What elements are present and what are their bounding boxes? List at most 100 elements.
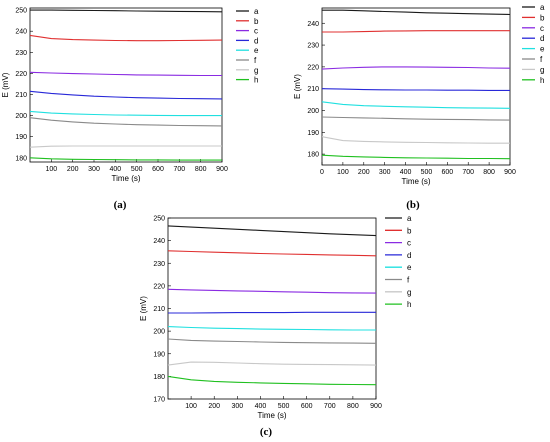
y-tick-label: 180	[15, 155, 27, 162]
legend-label-a: a	[540, 3, 545, 12]
legend-label-g: g	[407, 288, 411, 297]
y-tick-label: 220	[153, 283, 165, 290]
y-tick-label: 200	[307, 108, 319, 115]
x-tick-label: 300	[231, 403, 243, 410]
x-tick-label: 100	[45, 166, 57, 173]
x-tick-label: 500	[278, 403, 290, 410]
y-tick-label: 250	[15, 8, 27, 15]
panel-c: 100 200 300 400 500 600 700 800 900 170 180 190 200 2…	[139, 214, 412, 420]
y-tick-label: 210	[15, 92, 27, 99]
y-tick-label: 200	[15, 113, 27, 120]
panel-label-a: (a)	[114, 199, 127, 211]
series-line-a	[167, 225, 377, 237]
y-tick-label: 180	[307, 152, 319, 159]
y-tick-label: 190	[15, 134, 27, 141]
series-line-f	[321, 116, 511, 121]
x-tick-label: 900	[504, 169, 516, 176]
legend-label-e: e	[407, 263, 412, 272]
series-line-d	[321, 88, 510, 91]
series-line-a	[30, 9, 223, 13]
legend-label-h: h	[254, 76, 258, 85]
y-tick-label: 230	[153, 261, 165, 268]
y-axis-label: E (mV)	[1, 72, 10, 97]
x-tick-label: 0	[320, 169, 324, 176]
series-line-c	[167, 288, 377, 294]
legend-label-f: f	[254, 56, 257, 65]
x-tick-label: 800	[347, 403, 359, 410]
legend-label-f: f	[540, 55, 543, 64]
y-tick-label: 190	[307, 130, 319, 137]
x-tick-label: 400	[400, 169, 412, 176]
x-tick-label: 600	[301, 403, 313, 410]
series-line-b	[29, 34, 223, 42]
x-axis-label: Time (s)	[111, 174, 140, 183]
legend-label-c: c	[540, 24, 544, 33]
y-tick-label: 210	[307, 86, 319, 93]
series-line-d	[168, 311, 376, 314]
series-line-h	[167, 375, 377, 386]
x-tick-label: 400	[109, 166, 121, 173]
series-line-b	[322, 30, 510, 33]
x-axis-label: Time (s)	[401, 177, 430, 186]
series-line-g	[321, 136, 510, 144]
legend-label-e: e	[254, 46, 259, 55]
x-tick-label: 700	[173, 166, 185, 173]
y-tick-label: 170	[153, 397, 165, 404]
legend-label-e: e	[540, 45, 545, 54]
y-tick-label: 240	[15, 29, 27, 36]
legend-label-a: a	[254, 7, 259, 16]
y-tick-label: 220	[307, 64, 319, 71]
x-tick-label: 800	[195, 166, 207, 173]
x-tick-label: 600	[441, 169, 453, 176]
y-axis-label: E (mV)	[139, 296, 148, 321]
x-tick-label: 700	[462, 169, 474, 176]
x-tick-label: 600	[152, 166, 164, 173]
series-line-c	[321, 66, 511, 70]
legend-label-b: b	[407, 226, 412, 235]
x-tick-label: 100	[337, 169, 349, 176]
legend-label-d: d	[540, 34, 544, 43]
y-tick-label: 230	[15, 50, 27, 57]
x-axis-label: Time (s)	[257, 411, 286, 420]
x-tick-label: 500	[421, 169, 433, 176]
plot-frame	[321, 7, 511, 166]
legend-label-h: h	[407, 300, 411, 309]
x-tick-label: 300	[379, 169, 391, 176]
series-line-f	[29, 117, 223, 127]
x-tick-label: 900	[370, 403, 382, 410]
panel-b: 0 100 200 300 400 500 600 700 800 900 180 190 200 210…	[293, 3, 545, 186]
legend-label-b: b	[540, 13, 545, 22]
x-tick-label: 900	[216, 166, 228, 173]
series-line-e	[29, 110, 222, 117]
x-tick-label: 700	[324, 403, 336, 410]
x-tick-label: 100	[185, 403, 197, 410]
legend-label-h: h	[540, 76, 544, 85]
y-tick-label: 190	[153, 351, 165, 358]
legend-label-c: c	[254, 27, 258, 36]
plot-frame	[29, 7, 223, 163]
series-line-e	[321, 101, 511, 109]
y-tick-label: 210	[153, 306, 165, 313]
plot-frame	[167, 217, 377, 400]
series-line-g	[29, 145, 222, 148]
series-line-b	[167, 250, 377, 257]
x-tick-label: 400	[255, 403, 267, 410]
series-line-h	[29, 157, 222, 161]
legend-label-b: b	[254, 17, 259, 26]
legend-label-g: g	[540, 65, 544, 74]
series-line-h	[321, 154, 511, 160]
y-tick-label: 230	[307, 43, 319, 50]
legend-label-c: c	[407, 239, 411, 248]
legend-label-d: d	[254, 36, 258, 45]
series-line-g	[167, 361, 377, 366]
x-tick-label: 200	[358, 169, 370, 176]
legend-label-g: g	[254, 66, 258, 75]
series-line-d	[29, 90, 223, 100]
y-tick-label: 250	[153, 216, 165, 223]
x-tick-label: 500	[131, 166, 143, 173]
panel-label-c: (c)	[260, 426, 273, 438]
x-tick-label: 300	[88, 166, 100, 173]
y-tick-label: 240	[307, 21, 319, 28]
legend-label-a: a	[407, 214, 412, 223]
